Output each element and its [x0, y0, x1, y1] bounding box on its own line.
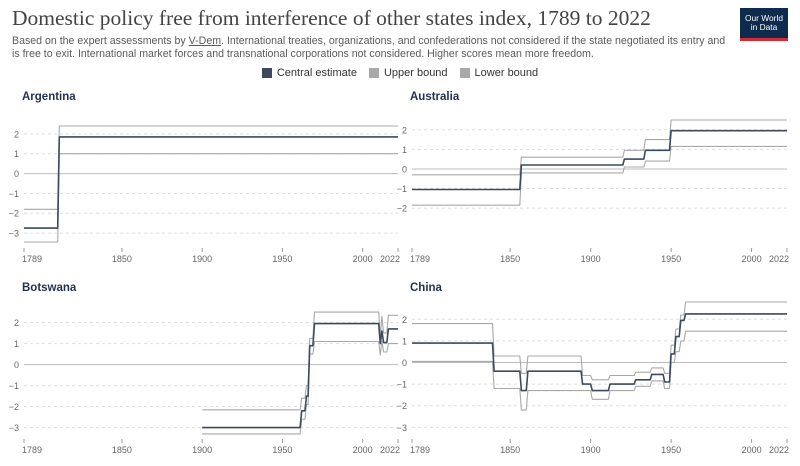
- x-tick-label: 1850: [500, 445, 520, 455]
- series-line-central-estimate: [412, 313, 787, 392]
- legend-item-upper[interactable]: Upper bound: [368, 67, 448, 79]
- y-tick-label: 2: [14, 318, 19, 328]
- y-tick-label: −1: [397, 184, 407, 194]
- y-tick-label: −1: [397, 380, 407, 390]
- y-tick-label: 2: [14, 129, 19, 139]
- panel-botswana: Botswana −3 −2 −1 0 1 2 1789 1850 1900 1950 2000 202…: [9, 282, 400, 455]
- series-line-upper-bound: [24, 125, 398, 210]
- series-line-central-estimate: [412, 129, 787, 191]
- y-tick-label: 1: [14, 339, 19, 349]
- y-tick-label: 0: [402, 164, 407, 174]
- legend-item-lower[interactable]: Lower bound: [459, 67, 539, 79]
- y-tick-label: −1: [9, 189, 19, 199]
- x-tick-label: 2000: [353, 445, 373, 455]
- series-line-upper-bound: [202, 311, 398, 411]
- legend-item-central[interactable]: Central estimate: [261, 67, 357, 79]
- y-tick-label: −3: [9, 423, 19, 433]
- legend: Central estimate Upper bound Lower bound: [0, 67, 800, 79]
- x-tick-label: 2022: [380, 445, 400, 455]
- y-tick-label: −3: [397, 423, 407, 433]
- panel-title: Australia: [410, 91, 460, 103]
- legend-label-upper: Upper bound: [383, 67, 448, 79]
- subtitle-text-start: Based on the expert assessments by: [12, 35, 189, 47]
- x-tick-label: 2000: [353, 254, 373, 264]
- panel-china: China −3 −2 −1 0 1 2 1789 1850 1900 1950 2000 2022: [397, 282, 789, 455]
- series-line-upper-bound: [412, 301, 787, 381]
- series-line-lower-bound: [412, 330, 787, 411]
- panel-title: China: [410, 282, 443, 294]
- x-tick-label: 1789: [410, 445, 430, 455]
- x-tick-label: 1900: [581, 254, 601, 264]
- panel-title: Argentina: [22, 91, 76, 103]
- y-tick-label: −2: [397, 204, 407, 214]
- y-tick-label: 1: [402, 145, 407, 155]
- y-tick-label: 1: [402, 336, 407, 346]
- y-tick-label: −1: [9, 381, 19, 391]
- y-tick-label: −2: [9, 209, 19, 219]
- logo-line-2: in Data: [750, 22, 778, 32]
- x-tick-label: 1950: [272, 445, 292, 455]
- subtitle-text-end: . International treaties, organizations,…: [12, 35, 726, 61]
- x-tick-label: 1850: [500, 254, 520, 264]
- y-tick-label: 2: [402, 315, 407, 325]
- x-tick-label: 1789: [22, 254, 42, 264]
- series-line-central-estimate: [202, 322, 398, 429]
- x-tick-label: 2022: [380, 254, 400, 264]
- panel-title: Botswana: [22, 282, 77, 294]
- x-tick-label: 2022: [769, 445, 789, 455]
- series-line-upper-bound: [412, 119, 787, 176]
- series-line-lower-bound: [24, 153, 398, 243]
- x-tick-label: 2000: [742, 254, 762, 264]
- owid-logo[interactable]: Our World in Data: [740, 8, 788, 41]
- legend-label-central: Central estimate: [276, 67, 357, 79]
- series-line-lower-bound: [202, 340, 398, 435]
- legend-label-lower: Lower bound: [474, 67, 539, 79]
- x-tick-label: 1850: [112, 254, 132, 264]
- x-tick-label: 1900: [192, 445, 212, 455]
- y-tick-label: −2: [9, 402, 19, 412]
- y-tick-label: −3: [9, 229, 19, 239]
- x-tick-label: 2000: [742, 445, 762, 455]
- chart-subtitle: Based on the expert assessments by V-Dem…: [12, 35, 732, 62]
- series-line-central-estimate: [24, 136, 398, 229]
- logo-line-1: Our World: [744, 12, 783, 23]
- x-tick-label: 1850: [112, 445, 132, 455]
- panel-australia: Australia −2 −1 0 1 2 1789 1850 1900 1950 2000 2022: [397, 91, 789, 264]
- y-tick-label: 0: [402, 358, 407, 368]
- x-tick-label: 1950: [661, 445, 681, 455]
- x-tick-label: 1789: [22, 445, 42, 455]
- y-tick-label: 1: [14, 149, 19, 159]
- legend-swatch-central: [261, 68, 272, 78]
- panel-argentina: Argentina −3 −2 −1 0 1 2 1789 1850 1900 1950 2000 20…: [9, 91, 400, 264]
- y-tick-label: 0: [14, 360, 19, 370]
- legend-swatch-lower: [459, 68, 470, 78]
- y-tick-label: −2: [397, 401, 407, 411]
- x-tick-label: 1789: [410, 254, 430, 264]
- chart-title: Domestic policy free from interference o…: [12, 6, 651, 30]
- x-tick-label: 1900: [192, 254, 212, 264]
- x-tick-label: 1900: [581, 445, 601, 455]
- legend-swatch-upper: [368, 68, 379, 78]
- y-tick-label: 2: [402, 125, 407, 135]
- vdem-link[interactable]: V-Dem: [188, 35, 222, 47]
- x-tick-label: 1950: [661, 254, 681, 264]
- x-tick-label: 1950: [272, 254, 292, 264]
- series-line-lower-bound: [412, 145, 787, 206]
- y-tick-label: 0: [14, 169, 19, 179]
- x-tick-label: 2022: [769, 254, 789, 264]
